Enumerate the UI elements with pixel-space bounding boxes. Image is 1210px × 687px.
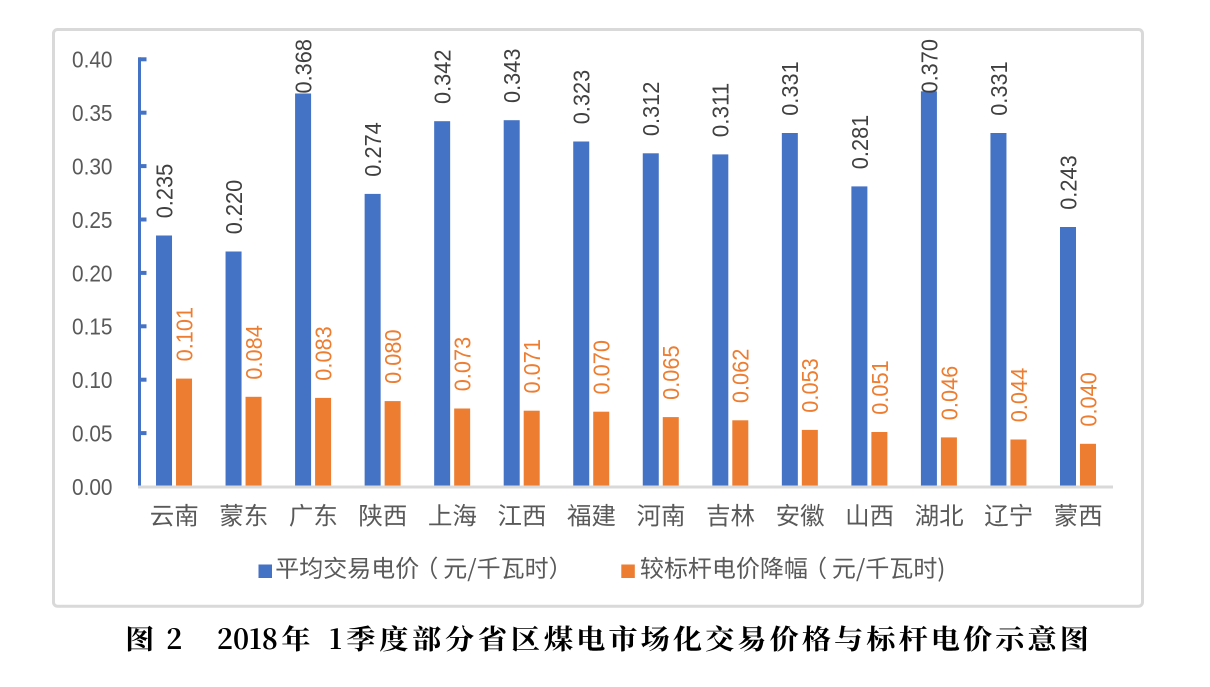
svg-text:0.243: 0.243 bbox=[1055, 155, 1081, 210]
svg-text:0.080: 0.080 bbox=[380, 329, 406, 384]
svg-text:0.35: 0.35 bbox=[72, 100, 113, 126]
svg-text:0.10: 0.10 bbox=[72, 367, 113, 393]
svg-text:0.065: 0.065 bbox=[658, 345, 684, 400]
svg-text:0.053: 0.053 bbox=[797, 358, 823, 413]
svg-text:0.368: 0.368 bbox=[291, 39, 317, 94]
svg-text:0.274: 0.274 bbox=[360, 122, 386, 177]
svg-text:0.083: 0.083 bbox=[311, 326, 337, 381]
svg-text:0.311: 0.311 bbox=[708, 83, 734, 138]
svg-text:0.084: 0.084 bbox=[241, 325, 267, 380]
svg-text:0.20: 0.20 bbox=[72, 260, 113, 286]
svg-text:0.073: 0.073 bbox=[450, 337, 476, 392]
svg-text:0.051: 0.051 bbox=[867, 360, 893, 415]
svg-text:0.40: 0.40 bbox=[72, 47, 113, 73]
svg-text:0.331: 0.331 bbox=[986, 61, 1012, 116]
svg-text:0.30: 0.30 bbox=[72, 154, 113, 180]
svg-text:0.220: 0.220 bbox=[221, 180, 247, 235]
svg-text:0.370: 0.370 bbox=[916, 39, 942, 94]
svg-text:0.070: 0.070 bbox=[589, 340, 615, 395]
svg-text:0.342: 0.342 bbox=[430, 50, 456, 105]
svg-text:0.071: 0.071 bbox=[519, 339, 545, 394]
svg-text:0.00: 0.00 bbox=[72, 474, 113, 500]
svg-text:0.15: 0.15 bbox=[72, 314, 113, 340]
svg-text:0.331: 0.331 bbox=[777, 61, 803, 116]
svg-text:0.343: 0.343 bbox=[499, 49, 525, 104]
svg-text:0.312: 0.312 bbox=[638, 82, 664, 137]
svg-text:0.101: 0.101 bbox=[171, 307, 197, 362]
svg-text:0.281: 0.281 bbox=[847, 115, 873, 170]
svg-text:0.235: 0.235 bbox=[151, 164, 177, 219]
svg-text:0.323: 0.323 bbox=[569, 70, 595, 125]
svg-text:0.05: 0.05 bbox=[72, 421, 113, 447]
svg-text:0.046: 0.046 bbox=[936, 366, 962, 421]
svg-text:0.062: 0.062 bbox=[728, 349, 754, 404]
svg-text:0.25: 0.25 bbox=[72, 207, 113, 233]
svg-text:0.040: 0.040 bbox=[1075, 372, 1101, 427]
svg-text:0.044: 0.044 bbox=[1006, 368, 1032, 423]
